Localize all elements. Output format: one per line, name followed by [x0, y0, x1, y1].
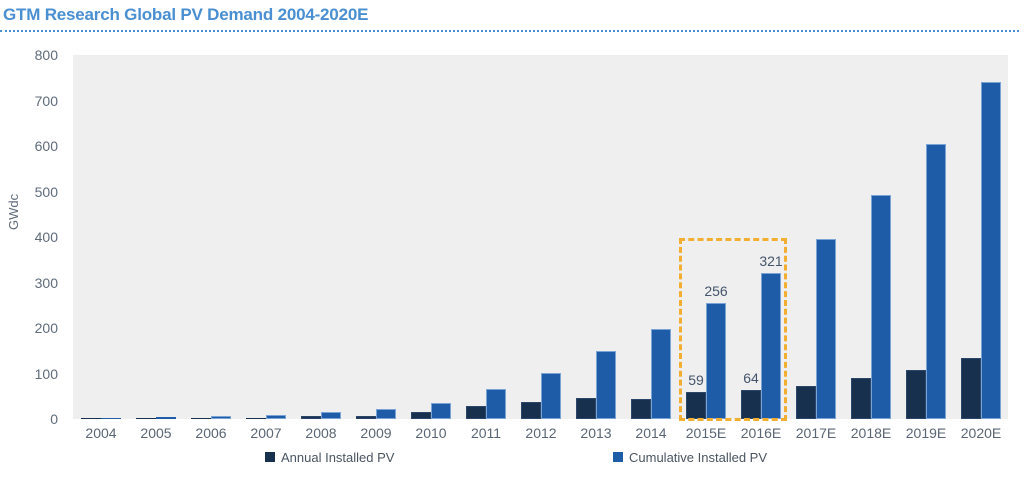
- data-label-cumulative-2015E: 256: [704, 283, 728, 299]
- y-tick-label: 800: [34, 47, 58, 63]
- bar-annual-2006: [191, 418, 211, 419]
- bar-annual-2019E: [906, 370, 926, 419]
- x-tick-label-2005: 2005: [140, 425, 172, 441]
- x-tick-label-2015E: 2015E: [685, 425, 727, 441]
- bar-cumulative-2018E: [871, 195, 891, 419]
- bar-annual-2008: [301, 416, 321, 419]
- bar-annual-2009: [356, 416, 376, 419]
- x-tick-label-2019E: 2019E: [905, 425, 947, 441]
- data-label-annual-2015E: 59: [688, 372, 704, 388]
- x-tick-label-2013: 2013: [580, 425, 612, 441]
- title-underline: [0, 30, 1019, 32]
- bar-cumulative-2017E: [816, 239, 836, 419]
- plot-area: [73, 55, 1008, 419]
- x-tick-label-2011: 2011: [470, 425, 502, 441]
- bar-cumulative-2009: [376, 409, 396, 419]
- x-tick-label-2014: 2014: [635, 425, 667, 441]
- y-tick-label: 400: [34, 229, 58, 245]
- y-tick-label: 600: [34, 138, 58, 154]
- bar-cumulative-2005: [156, 417, 176, 419]
- bar-annual-2014: [631, 399, 651, 419]
- bar-cumulative-2013: [596, 351, 616, 419]
- y-tick-label: 0: [50, 411, 58, 427]
- y-tick-label: 100: [34, 366, 58, 382]
- bar-cumulative-2019E: [926, 144, 946, 419]
- bar-cumulative-2008: [321, 412, 341, 419]
- x-tick-label-2012: 2012: [525, 425, 557, 441]
- bar-cumulative-2007: [266, 415, 286, 419]
- y-tick-label: 200: [34, 320, 58, 336]
- x-tick-label-2016E: 2016E: [740, 425, 782, 441]
- legend-item-cumulative: Cumulative Installed PV: [613, 449, 768, 465]
- x-tick-label-2004: 2004: [85, 425, 117, 441]
- x-tick-label-2007: 2007: [250, 425, 282, 441]
- y-tick-label: 500: [34, 184, 58, 200]
- legend-swatch-cumulative: [613, 452, 623, 462]
- y-axis-label: GWdc: [6, 193, 21, 230]
- bar-cumulative-2012: [541, 373, 561, 419]
- legend-label-annual: Annual Installed PV: [281, 449, 395, 465]
- bar-annual-2005: [136, 418, 156, 419]
- bar-annual-2020E: [961, 358, 981, 419]
- y-tick-label: 300: [34, 275, 58, 291]
- forecast-highlight-box: [679, 238, 787, 421]
- bar-cumulative-2020E: [981, 82, 1001, 419]
- x-tick-label-2020E: 2020E: [960, 425, 1002, 441]
- bar-cumulative-2010: [431, 403, 451, 419]
- bar-annual-2012: [521, 402, 541, 419]
- bar-cumulative-2004: [101, 418, 121, 419]
- legend-item-annual: Annual Installed PV: [265, 449, 395, 465]
- x-tick-label-2018E: 2018E: [850, 425, 892, 441]
- x-tick-label-2017E: 2017E: [795, 425, 837, 441]
- legend-label-cumulative: Cumulative Installed PV: [629, 449, 768, 465]
- bar-annual-2017E: [796, 386, 816, 419]
- bar-cumulative-2011: [486, 389, 506, 419]
- data-label-cumulative-2016E: 321: [759, 253, 783, 269]
- bar-annual-2018E: [851, 378, 871, 419]
- x-tick-label-2010: 2010: [415, 425, 447, 441]
- legend-swatch-annual: [265, 452, 275, 462]
- y-tick-label: 700: [34, 93, 58, 109]
- bar-cumulative-2006: [211, 416, 231, 419]
- bar-annual-2011: [466, 406, 486, 419]
- bar-annual-2004: [81, 418, 101, 419]
- x-tick-label-2009: 2009: [360, 425, 392, 441]
- bar-annual-2013: [576, 398, 596, 419]
- data-label-annual-2016E: 64: [743, 370, 759, 386]
- bar-cumulative-2014: [651, 329, 671, 419]
- bar-annual-2007: [246, 418, 266, 419]
- x-tick-label-2008: 2008: [305, 425, 337, 441]
- x-tick-label-2006: 2006: [195, 425, 227, 441]
- chart-title: GTM Research Global PV Demand 2004-2020E: [3, 5, 369, 24]
- bar-annual-2010: [411, 412, 431, 419]
